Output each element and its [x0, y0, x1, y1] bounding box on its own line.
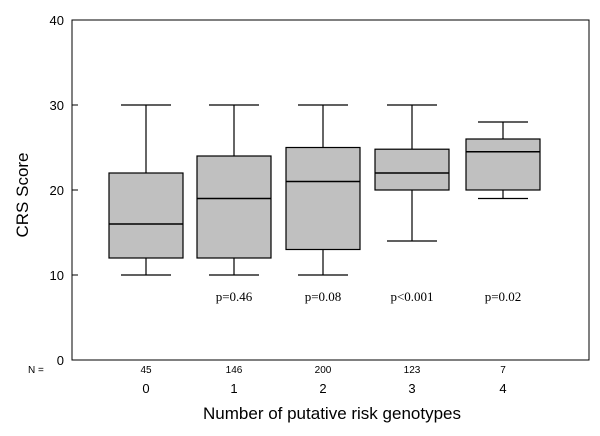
x-tick-label: 4 [499, 381, 506, 396]
iqr-box [285, 146, 361, 251]
p-value-label: p<0.001 [390, 289, 433, 304]
box-group-2 [285, 104, 361, 276]
n-count-label: 123 [404, 365, 421, 376]
y-tick-label: 30 [50, 98, 64, 113]
y-tick-label: 10 [50, 268, 64, 283]
category-labels: 45 0 p=0.46 146 1 p=0.08 200 2 p<0.001 123 3 p=0.02… [140, 289, 521, 396]
p-value-label: p=0.46 [216, 289, 253, 304]
box-group-4 [465, 121, 541, 200]
x-axis-label: Number of putative risk genotypes [203, 404, 461, 423]
y-tick-label: 20 [50, 183, 64, 198]
n-label: N = [28, 365, 44, 376]
n-count-label: 200 [315, 365, 332, 376]
y-axis: 0 10 20 30 40 [50, 13, 78, 368]
n-count-label: 7 [500, 365, 506, 376]
x-tick-label: 1 [230, 381, 237, 396]
box-group-0 [108, 104, 184, 276]
iqr-box [196, 155, 272, 259]
box-group-3 [374, 104, 450, 242]
n-count-label: 146 [226, 365, 243, 376]
x-tick-label: 3 [408, 381, 415, 396]
x-tick-label: 2 [319, 381, 326, 396]
y-tick-label: 0 [57, 353, 64, 368]
box-group-1 [196, 104, 272, 276]
iqr-box [465, 138, 541, 191]
iqr-box [108, 172, 184, 259]
y-axis-label: CRS Score [13, 152, 32, 237]
x-tick-label: 0 [142, 381, 149, 396]
iqr-box [374, 148, 450, 191]
p-value-label: p=0.08 [305, 289, 342, 304]
boxes [108, 104, 541, 276]
p-value-label: p=0.02 [485, 289, 522, 304]
n-count-label: 45 [140, 365, 152, 376]
y-tick-label: 40 [50, 13, 64, 28]
